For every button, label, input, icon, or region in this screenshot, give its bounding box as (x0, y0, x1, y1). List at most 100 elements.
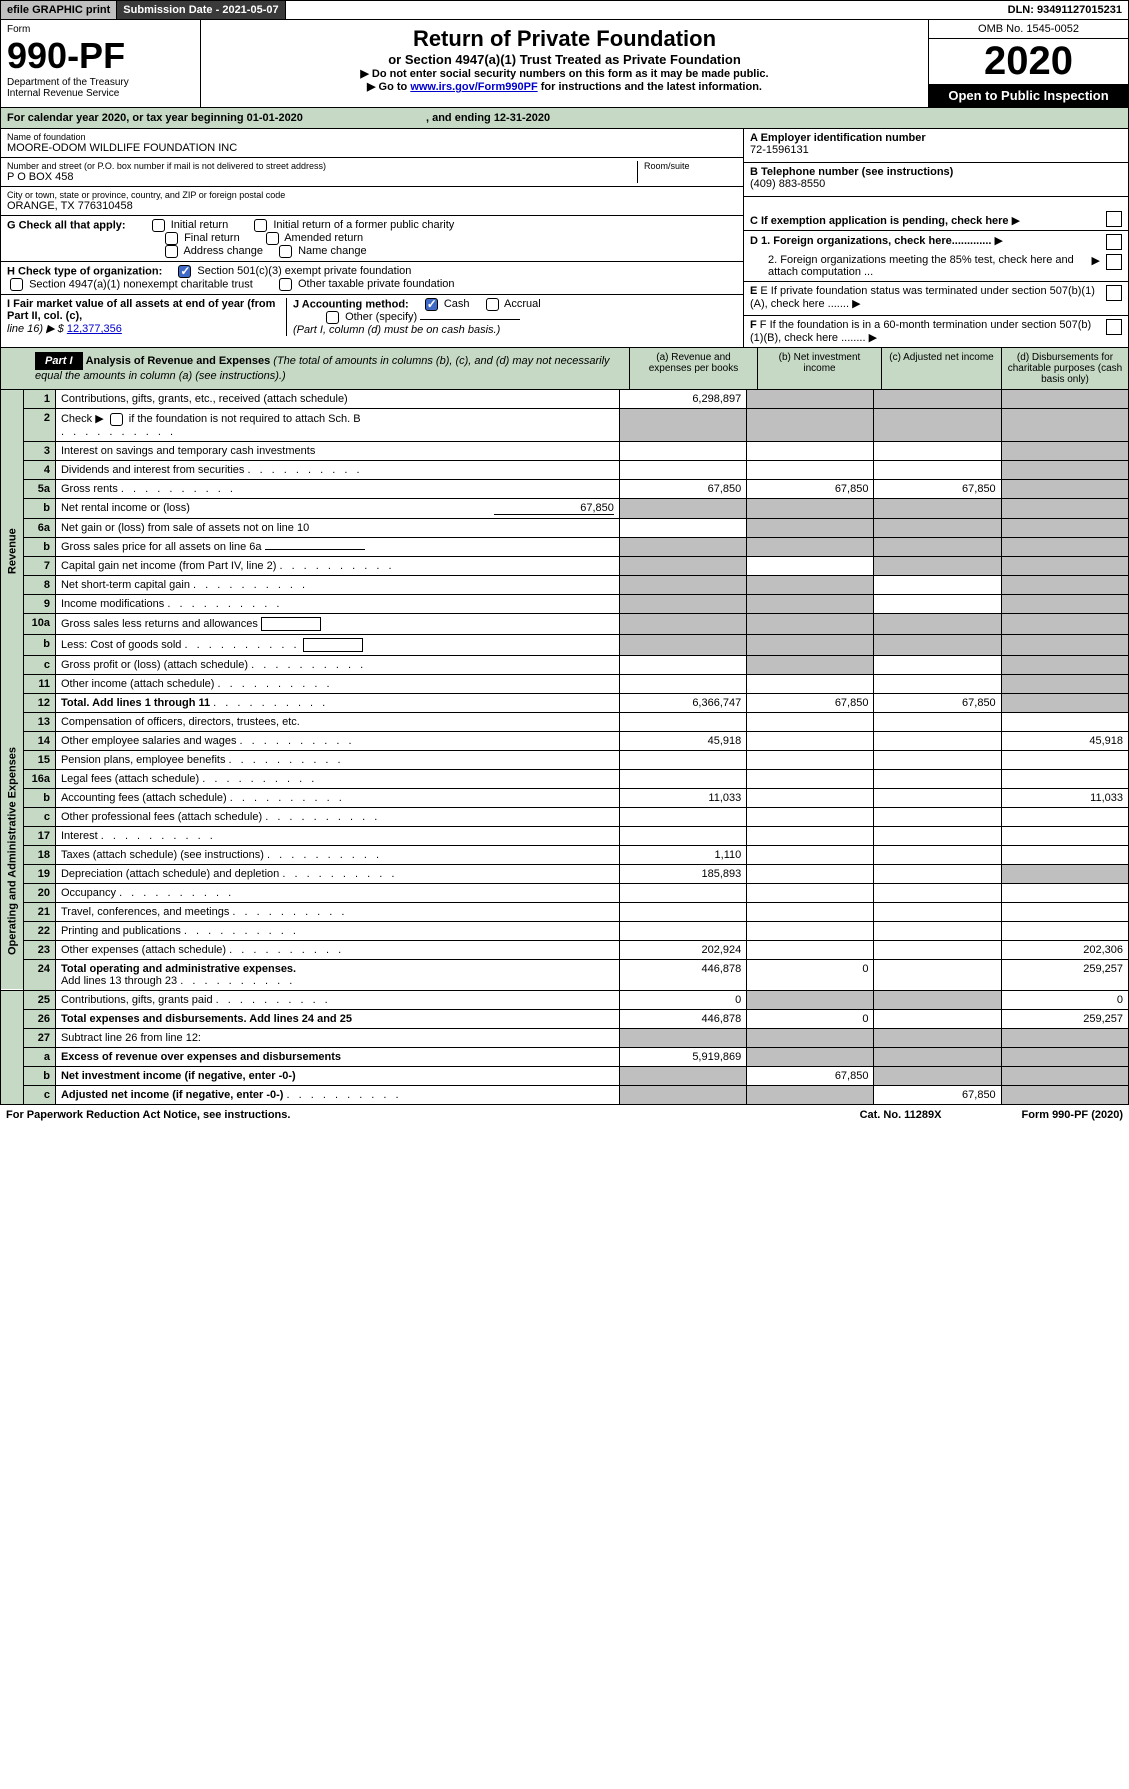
dln-label: DLN: (1008, 4, 1037, 16)
l6b-num: b (24, 537, 56, 556)
chk-d2[interactable] (1106, 254, 1122, 270)
omb: OMB No. 1545-0052 (929, 20, 1128, 39)
d1-label: D 1. Foreign organizations, check here..… (750, 235, 991, 247)
l3-num: 3 (24, 441, 56, 460)
l17-desc: Interest (55, 826, 619, 845)
chk-4947[interactable] (10, 278, 23, 291)
l10b-num: b (24, 634, 56, 655)
chk-accrual[interactable] (486, 298, 499, 311)
chk-schb[interactable] (110, 413, 123, 426)
l6a-desc: Net gain or (loss) from sale of assets n… (55, 518, 619, 537)
j-note: (Part I, column (d) must be on cash basi… (293, 324, 500, 336)
l23-a: 202,924 (619, 940, 746, 959)
l20-desc: Occupancy (55, 883, 619, 902)
instr2-pre: ▶ Go to (367, 81, 410, 93)
submission-date: Submission Date - 2021-05-07 (117, 1, 285, 19)
part1-title: Analysis of Revenue and Expenses (86, 355, 271, 367)
chk-initial[interactable] (152, 219, 165, 232)
chk-other-method[interactable] (326, 311, 339, 324)
l5b-num: b (24, 498, 56, 518)
c-label: C If exemption application is pending, c… (750, 215, 1009, 227)
dln-val: 93491127015231 (1037, 4, 1122, 16)
l8-num: 8 (24, 575, 56, 594)
l2-num: 2 (24, 409, 56, 442)
chk-amended[interactable] (266, 232, 279, 245)
chk-f[interactable] (1106, 319, 1122, 335)
chk-addr-change[interactable] (165, 245, 178, 258)
l18-desc: Taxes (attach schedule) (see instruction… (55, 845, 619, 864)
l22-num: 22 (24, 921, 56, 940)
opt-final: Final return (184, 232, 240, 244)
chk-cash[interactable] (425, 298, 438, 311)
opt-cash: Cash (444, 298, 470, 310)
instr2-link[interactable]: www.irs.gov/Form990PF (410, 81, 537, 93)
efile-btn[interactable]: efile GRAPHIC print (1, 1, 117, 19)
col-b: (b) Net investment income (757, 348, 881, 389)
l25-a: 0 (619, 990, 746, 1009)
l24-a: 446,878 (619, 959, 746, 990)
opt-other-tax: Other taxable private foundation (298, 278, 455, 290)
opt-amended: Amended return (284, 232, 363, 244)
l20-num: 20 (24, 883, 56, 902)
chk-initial-former[interactable] (254, 219, 267, 232)
l27a-desc: Excess of revenue over expenses and disb… (55, 1047, 619, 1066)
f-label: F If the foundation is in a 60-month ter… (750, 319, 1091, 344)
footer-left: For Paperwork Reduction Act Notice, see … (6, 1109, 290, 1121)
l16b-a: 11,033 (619, 788, 746, 807)
form-number: 990-PF (7, 35, 194, 77)
l27b-desc: Net investment income (if negative, ente… (55, 1066, 619, 1085)
footer: For Paperwork Reduction Act Notice, see … (0, 1105, 1129, 1125)
city: ORANGE, TX 776310458 (7, 200, 737, 212)
l17-num: 17 (24, 826, 56, 845)
chk-c[interactable] (1106, 211, 1122, 227)
opt-name: Name change (298, 245, 367, 257)
form-subtitle: or Section 4947(a)(1) Trust Treated as P… (207, 52, 922, 67)
opt-addr: Address change (183, 245, 263, 257)
l16c-desc: Other professional fees (attach schedule… (55, 807, 619, 826)
l10a-desc: Gross sales less returns and allowances (55, 613, 619, 634)
l16b-d: 11,033 (1001, 788, 1128, 807)
dept: Department of the Treasury (7, 77, 194, 88)
l15-num: 15 (24, 750, 56, 769)
chk-final[interactable] (165, 232, 178, 245)
opt-other-method: Other (specify) (345, 311, 417, 323)
instr2-post: for instructions and the latest informat… (538, 81, 762, 93)
l18-num: 18 (24, 845, 56, 864)
chk-d1[interactable] (1106, 234, 1122, 250)
l1-a: 6,298,897 (619, 390, 746, 409)
a-label: A Employer identification number (750, 132, 926, 144)
footer-cat: Cat. No. 11289X (860, 1109, 942, 1121)
l24-desc: Total operating and administrative expen… (55, 959, 619, 990)
chk-other-tax[interactable] (279, 278, 292, 291)
l10b-desc: Less: Cost of goods sold (55, 634, 619, 655)
l14-d: 45,918 (1001, 731, 1128, 750)
irs: Internal Revenue Service (7, 88, 194, 99)
l27a-a: 5,919,869 (619, 1047, 746, 1066)
l27b-b: 67,850 (747, 1066, 874, 1085)
l16b-desc: Accounting fees (attach schedule) (55, 788, 619, 807)
name-label: Name of foundation (7, 132, 737, 142)
chk-e[interactable] (1106, 285, 1122, 301)
l27c-num: c (24, 1085, 56, 1104)
l5a-a: 67,850 (619, 479, 746, 498)
l25-d: 0 (1001, 990, 1128, 1009)
l3-desc: Interest on savings and temporary cash i… (55, 441, 619, 460)
l14-desc: Other employee salaries and wages (55, 731, 619, 750)
opt-4947: Section 4947(a)(1) nonexempt charitable … (29, 278, 253, 290)
subdate: 2021-05-07 (222, 4, 278, 16)
opt-initial-former: Initial return of a former public charit… (273, 219, 454, 231)
l12-b: 67,850 (747, 693, 874, 712)
l7-num: 7 (24, 556, 56, 575)
cal-end: , and ending 12-31-2020 (426, 112, 550, 124)
l12-c: 67,850 (874, 693, 1001, 712)
l10a-num: 10a (24, 613, 56, 634)
l26-d: 259,257 (1001, 1009, 1128, 1028)
chk-501c3[interactable] (178, 265, 191, 278)
l24-num: 24 (24, 959, 56, 990)
cal-begin: For calendar year 2020, or tax year begi… (7, 112, 303, 124)
chk-name-change[interactable] (279, 245, 292, 258)
l11-desc: Other income (attach schedule) (55, 674, 619, 693)
i-val: 12,377,356 (67, 323, 122, 335)
l19-a: 185,893 (619, 864, 746, 883)
l2-desc: Check ▶ if the foundation is not require… (55, 409, 619, 442)
